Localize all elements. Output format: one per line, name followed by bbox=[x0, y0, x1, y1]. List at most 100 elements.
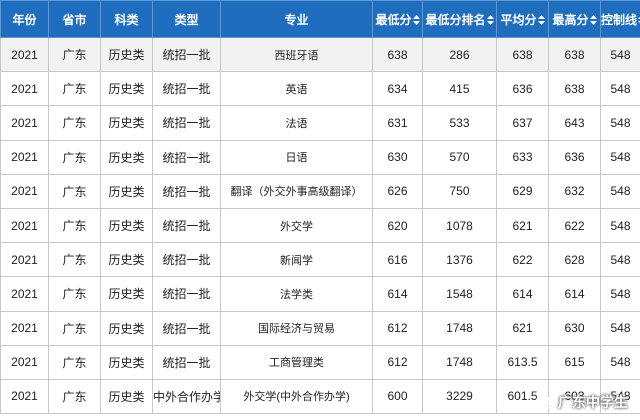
table-row: 2021 广东 历史类 统招一批 日语 630 570 633 636 548 bbox=[0, 139, 640, 175]
cell-control-line: 548 bbox=[600, 242, 640, 278]
header-type: 类型 bbox=[152, 0, 221, 38]
table-body: 2021 广东 历史类 统招一批 西班牙语 638 286 638 638 548 2021 广东 历史… bbox=[0, 36, 640, 415]
cell-subject: 历史类 bbox=[100, 310, 153, 346]
cell-control-line: 548 bbox=[600, 71, 640, 107]
cell-control-line: 548 bbox=[600, 207, 640, 244]
cell-type: 统招一批 bbox=[152, 344, 221, 380]
cell-subject: 历史类 bbox=[100, 173, 153, 209]
cell-avg-score: 621 bbox=[496, 310, 549, 346]
cell-major: 西班牙语 bbox=[220, 36, 373, 73]
cell-min-score: 612 bbox=[372, 310, 423, 346]
cell-min-score: 616 bbox=[372, 242, 423, 278]
cell-year: 2021 bbox=[0, 105, 49, 141]
cell-major: 外交学(中外合作办学) bbox=[220, 378, 373, 415]
cell-major: 日语 bbox=[220, 139, 373, 175]
cell-avg-score: 614 bbox=[496, 276, 549, 312]
cell-max-score: 622 bbox=[548, 207, 601, 244]
cell-min-rank: 570 bbox=[422, 139, 497, 175]
cell-control-line: 548 bbox=[600, 105, 640, 141]
cell-year: 2021 bbox=[0, 207, 49, 244]
table-row: 2021 广东 历史类 统招一批 西班牙语 638 286 638 638 548 bbox=[0, 36, 640, 73]
cell-avg-score: 629 bbox=[496, 173, 549, 209]
cell-min-rank: 1548 bbox=[422, 276, 497, 312]
header-min-score[interactable]: 最低分 bbox=[372, 0, 423, 38]
cell-major: 工商管理类 bbox=[220, 344, 373, 380]
cell-subject: 历史类 bbox=[100, 139, 153, 175]
header-major: 专业 bbox=[220, 0, 373, 38]
cell-min-score: 638 bbox=[372, 36, 423, 73]
cell-year: 2021 bbox=[0, 173, 49, 209]
cell-year: 2021 bbox=[0, 36, 49, 73]
cell-control-line: 548 bbox=[600, 139, 640, 175]
table-row: 2021 广东 历史类 统招一批 法学类 614 1548 614 614 548 bbox=[0, 276, 640, 312]
sort-arrows-icon[interactable] bbox=[537, 15, 545, 26]
table-row: 2021 广东 历史类 统招一批 英语 634 415 636 638 548 bbox=[0, 71, 640, 107]
sort-arrows-icon[interactable] bbox=[589, 15, 597, 26]
cell-avg-score: 601.5 bbox=[496, 378, 549, 415]
cell-year: 2021 bbox=[0, 242, 49, 278]
cell-province: 广东 bbox=[48, 310, 101, 346]
cell-max-score: 603 bbox=[548, 378, 601, 415]
cell-control-line: 548 bbox=[600, 173, 640, 209]
cell-max-score: 630 bbox=[548, 310, 601, 346]
cell-control-line: 548 bbox=[600, 36, 640, 73]
cell-subject: 历史类 bbox=[100, 71, 153, 107]
table-row: 2021 广东 历史类 统招一批 国际经济与贸易 612 1748 621 630 548 bbox=[0, 310, 640, 346]
cell-avg-score: 637 bbox=[496, 105, 549, 141]
cell-type: 统招一批 bbox=[152, 242, 221, 278]
sort-arrows-icon[interactable] bbox=[638, 15, 640, 25]
cell-min-rank: 1078 bbox=[422, 207, 497, 244]
header-max-score[interactable]: 最高分 bbox=[548, 0, 601, 38]
cell-province: 广东 bbox=[48, 173, 101, 209]
header-min-rank[interactable]: 最低分排名 bbox=[422, 0, 497, 38]
cell-control-line: 548 bbox=[600, 310, 640, 346]
cell-subject: 历史类 bbox=[100, 242, 153, 278]
cell-min-score: 634 bbox=[372, 71, 423, 107]
cell-province: 广东 bbox=[48, 276, 101, 312]
cell-type: 统招一批 bbox=[152, 276, 221, 312]
cell-type: 统招一批 bbox=[152, 139, 221, 175]
header-avg-score[interactable]: 平均分 bbox=[496, 0, 549, 38]
cell-subject: 历史类 bbox=[100, 344, 153, 380]
cell-avg-score: 613.5 bbox=[496, 344, 549, 380]
sort-arrows-icon[interactable] bbox=[486, 15, 494, 26]
cell-max-score: 615 bbox=[548, 344, 601, 380]
cell-subject: 历史类 bbox=[100, 378, 153, 415]
header-province: 省市 bbox=[48, 0, 101, 38]
cell-max-score: 638 bbox=[548, 36, 601, 73]
cell-avg-score: 622 bbox=[496, 242, 549, 278]
cell-min-score: 612 bbox=[372, 344, 423, 380]
cell-min-rank: 1748 bbox=[422, 310, 497, 346]
header-row: 年份 省市 科类 类型 专业 最低分 最低分排名 平均分 最高分 控制线 bbox=[0, 0, 640, 38]
cell-year: 2021 bbox=[0, 71, 49, 107]
cell-subject: 历史类 bbox=[100, 105, 153, 141]
cell-type: 统招一批 bbox=[152, 36, 221, 73]
table-row: 2021 广东 历史类 统招一批 翻译（外交外事高级翻译） 626 750 629 632 548 bbox=[0, 173, 640, 209]
cell-major: 国际经济与贸易 bbox=[220, 310, 373, 346]
cell-year: 2021 bbox=[0, 378, 49, 415]
header-control-line[interactable]: 控制线 bbox=[600, 0, 640, 38]
sort-arrows-icon[interactable] bbox=[412, 15, 420, 26]
cell-major: 翻译（外交外事高级翻译） bbox=[220, 173, 373, 209]
cell-control-line: 548 bbox=[600, 344, 640, 380]
cell-min-score: 620 bbox=[372, 207, 423, 244]
cell-subject: 历史类 bbox=[100, 276, 153, 312]
cell-min-rank: 1748 bbox=[422, 344, 497, 380]
cell-min-rank: 533 bbox=[422, 105, 497, 141]
cell-province: 广东 bbox=[48, 36, 101, 73]
table-row: 2021 广东 历史类 统招一批 外交学 620 1078 621 622 548 bbox=[0, 207, 640, 244]
cell-type: 中外合作办学 bbox=[152, 378, 221, 415]
cell-min-rank: 1376 bbox=[422, 242, 497, 278]
cell-max-score: 643 bbox=[548, 105, 601, 141]
cell-avg-score: 636 bbox=[496, 71, 549, 107]
table-row: 2021 广东 历史类 统招一批 工商管理类 612 1748 613.5 615 548 bbox=[0, 344, 640, 380]
header-subject: 科类 bbox=[100, 0, 153, 38]
table-row: 2021 广东 历史类 统招一批 法语 631 533 637 643 548 bbox=[0, 105, 640, 141]
cell-year: 2021 bbox=[0, 310, 49, 346]
cell-max-score: 636 bbox=[548, 139, 601, 175]
cell-province: 广东 bbox=[48, 71, 101, 107]
cell-max-score: 638 bbox=[548, 71, 601, 107]
cell-min-rank: 415 bbox=[422, 71, 497, 107]
